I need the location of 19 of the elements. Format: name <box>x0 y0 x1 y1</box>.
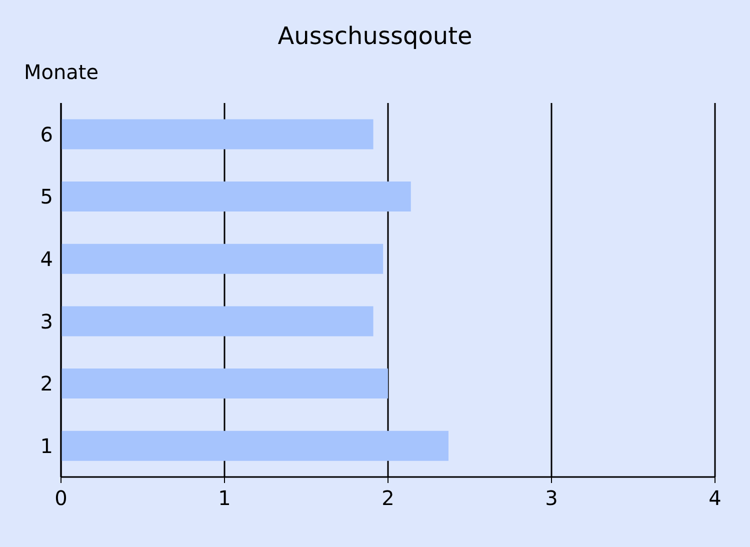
bar <box>61 244 384 274</box>
y-tick-label: 5 <box>40 184 53 209</box>
y-tick-label: 6 <box>40 122 53 146</box>
y-tick-label: 3 <box>40 309 53 334</box>
y-tick-label: 4 <box>40 246 53 271</box>
y-axis-title: Monate <box>24 60 99 84</box>
y-tick-label: 2 <box>40 372 53 396</box>
bar <box>61 306 374 336</box>
bar <box>61 368 388 399</box>
x-tick-label: 2 <box>382 486 394 510</box>
x-tick-label: 1 <box>218 486 231 510</box>
bar <box>61 182 411 212</box>
bar <box>61 430 448 461</box>
x-tick-label: 4 <box>708 486 722 510</box>
x-tick-label: 0 <box>54 486 68 510</box>
x-tick-label: 3 <box>545 486 558 510</box>
y-tick-label: 1 <box>40 434 53 458</box>
bar <box>61 119 374 150</box>
chart-title: Ausschussqoute <box>276 22 474 50</box>
